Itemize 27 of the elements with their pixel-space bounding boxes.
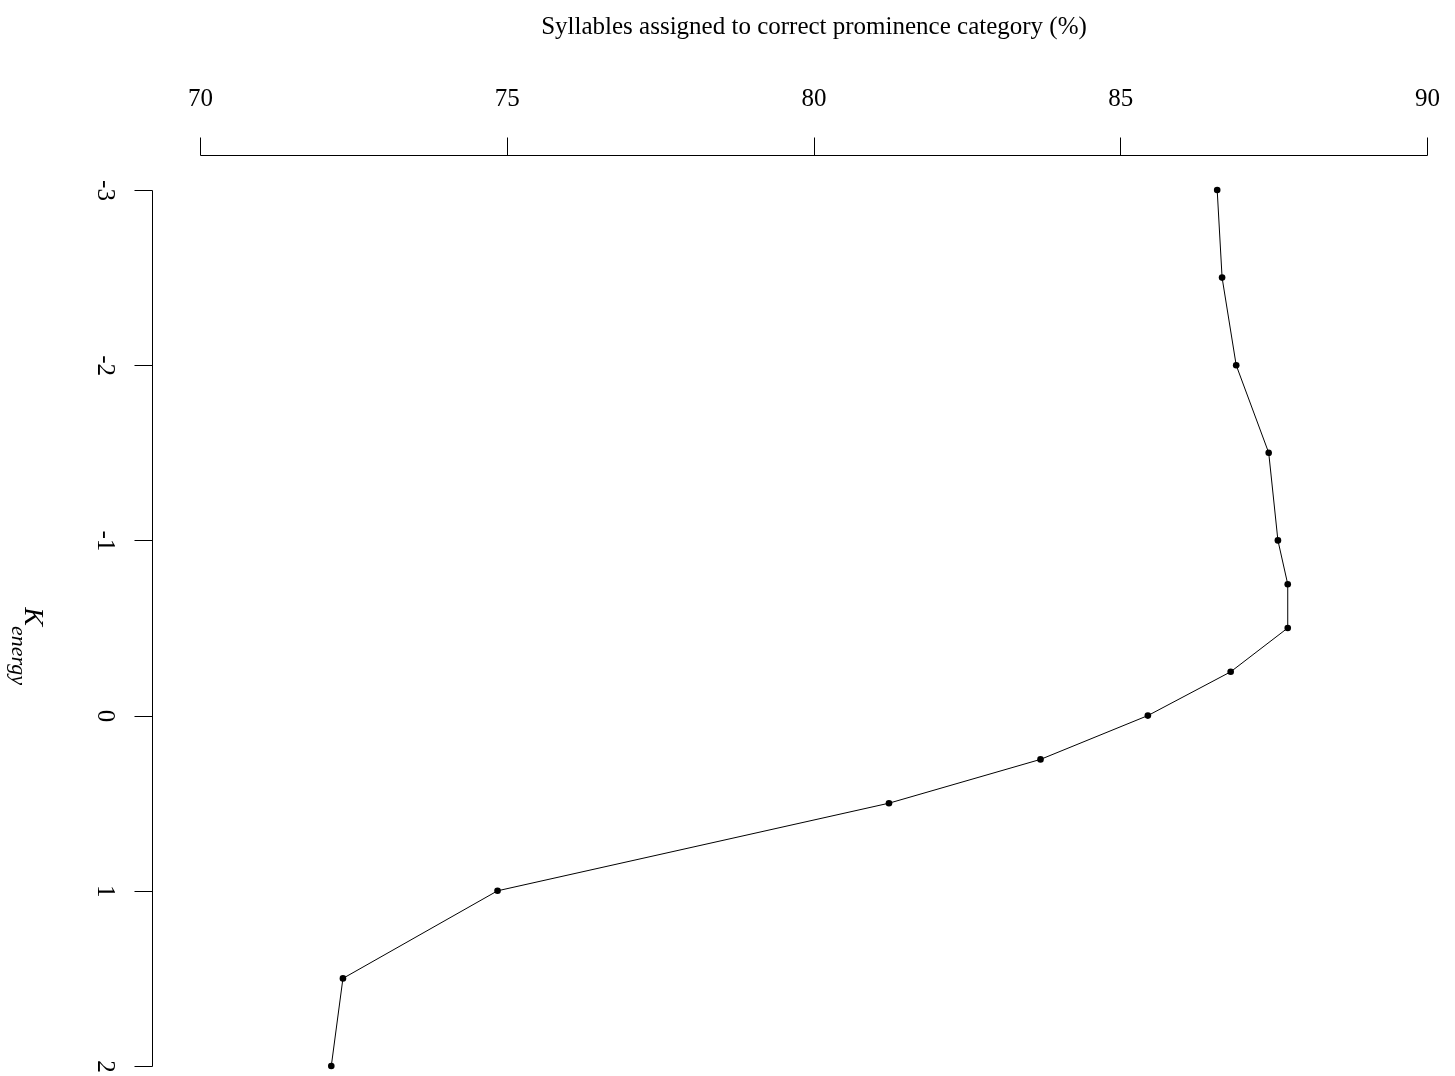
y-tick-label: -2 [92,355,120,377]
x-tick-label: 70 [188,83,213,111]
point [1227,668,1234,676]
point [1232,361,1240,369]
point [327,1062,335,1070]
y-axis-title: Kenergy [7,606,50,686]
y-tick-label: -1 [92,530,120,552]
point [494,887,501,895]
point [1274,537,1282,544]
point [1265,449,1273,457]
x-tick-label: 85 [1108,83,1134,111]
point [1144,712,1152,719]
x-tick-label: 80 [801,83,827,111]
x-axis-title: Syllables assigned to correct prominence category (%) [541,11,1087,40]
point [1218,274,1226,281]
y-tick-label: 0 [92,709,120,723]
y-tick-label: -3 [92,180,120,201]
point [1284,624,1292,632]
point [1213,186,1221,194]
y-tick-label: 2 [92,1060,120,1073]
point [1284,580,1292,588]
point [1037,756,1044,763]
x-tick-label: 75 [494,83,520,111]
x-tick-label: 90 [1415,83,1440,111]
point [339,975,347,982]
y-tick-label: 1 [92,885,120,898]
point [885,799,893,807]
